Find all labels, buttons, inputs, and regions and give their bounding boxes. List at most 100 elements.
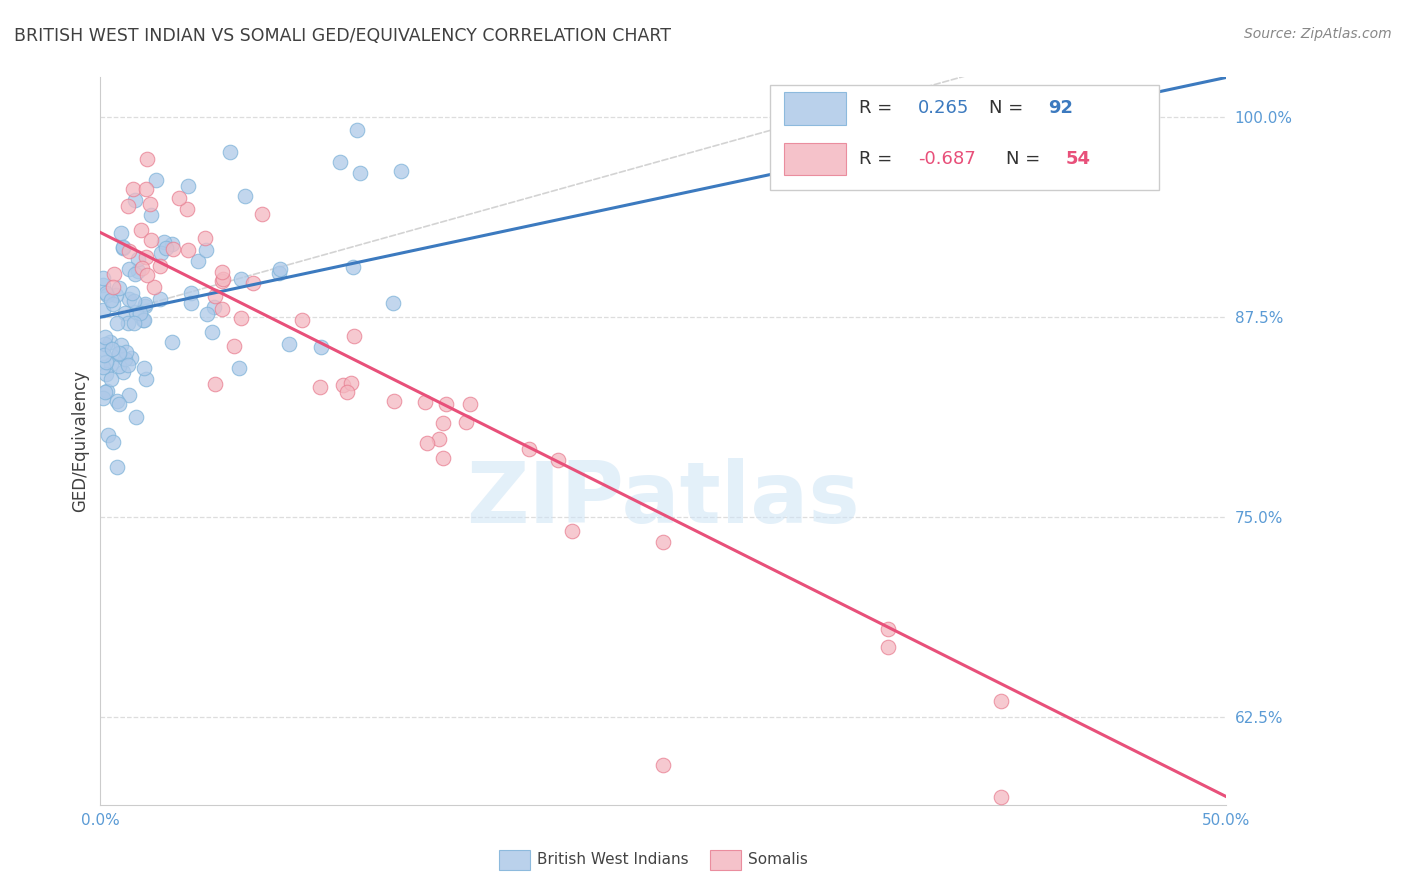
Point: [134, 297, 156, 311]
Point: [877, 622, 900, 636]
Point: [547, 452, 569, 467]
Text: R =: R =: [859, 99, 898, 118]
Point: [124, 194, 146, 208]
Point: [100, 357, 122, 371]
Point: [381, 295, 404, 310]
Point: [456, 415, 478, 429]
Point: [100, 293, 122, 307]
Point: [349, 166, 371, 180]
Point: [195, 243, 218, 257]
Point: [145, 173, 167, 187]
Point: [343, 329, 366, 343]
Y-axis label: GED/Equivalency: GED/Equivalency: [72, 370, 89, 512]
Point: [141, 208, 163, 222]
Point: [122, 182, 145, 196]
Point: [131, 313, 153, 327]
Point: [91, 359, 114, 374]
Point: [332, 378, 354, 392]
Point: [127, 252, 149, 267]
Point: [103, 297, 125, 311]
Point: [122, 294, 145, 309]
Point: [180, 285, 202, 300]
Point: [101, 434, 124, 449]
Point: [211, 274, 233, 288]
Point: [278, 337, 301, 351]
Point: [132, 313, 155, 327]
Point: [233, 189, 256, 203]
Point: [91, 302, 114, 317]
Point: [458, 396, 481, 410]
Point: [211, 302, 233, 317]
Point: [94, 286, 117, 301]
Point: [91, 342, 114, 356]
Point: [517, 442, 540, 456]
Text: 0.265: 0.265: [918, 99, 969, 118]
Point: [131, 261, 153, 276]
Point: [91, 391, 114, 405]
Point: [108, 347, 131, 361]
Point: [309, 339, 332, 353]
Point: [108, 281, 131, 295]
Point: [269, 261, 291, 276]
Point: [121, 286, 143, 301]
Point: [105, 316, 128, 330]
Point: [94, 385, 117, 400]
Point: [204, 289, 226, 303]
Point: [212, 272, 235, 286]
Point: [167, 191, 190, 205]
Point: [242, 276, 264, 290]
Point: [219, 145, 242, 159]
Point: [136, 152, 159, 166]
Point: [177, 243, 200, 257]
Point: [149, 292, 172, 306]
Point: [122, 317, 145, 331]
Point: [160, 334, 183, 349]
Point: [250, 207, 273, 221]
Point: [150, 246, 173, 260]
Point: [432, 417, 454, 431]
Point: [162, 242, 184, 256]
Point: [125, 305, 148, 319]
Point: [118, 388, 141, 402]
Text: British West Indians: British West Indians: [537, 853, 689, 867]
Point: [132, 361, 155, 376]
Point: [155, 240, 177, 254]
Point: [93, 278, 115, 293]
Point: [117, 199, 139, 213]
Text: N =: N =: [988, 99, 1029, 118]
Point: [176, 202, 198, 217]
Point: [100, 372, 122, 386]
Point: [97, 427, 120, 442]
Text: N =: N =: [1005, 150, 1046, 168]
Point: [94, 330, 117, 344]
Point: [389, 164, 412, 178]
Point: [101, 279, 124, 293]
Point: [124, 267, 146, 281]
Point: [129, 223, 152, 237]
Point: [134, 299, 156, 313]
Point: [269, 266, 291, 280]
FancyBboxPatch shape: [783, 92, 845, 125]
Point: [112, 240, 135, 254]
Point: [194, 231, 217, 245]
Point: [177, 179, 200, 194]
Point: [112, 241, 135, 255]
Point: [291, 312, 314, 326]
Point: [110, 338, 132, 352]
Point: [139, 197, 162, 211]
Point: [107, 397, 129, 411]
Text: Somalis: Somalis: [748, 853, 808, 867]
Point: [652, 757, 675, 772]
Point: [229, 311, 252, 326]
Point: [96, 287, 118, 301]
Point: [432, 450, 454, 465]
Point: [124, 410, 146, 425]
Point: [342, 260, 364, 274]
Text: 54: 54: [1066, 150, 1090, 168]
Point: [135, 372, 157, 386]
Point: [434, 397, 457, 411]
Point: [382, 394, 405, 409]
Point: [160, 236, 183, 251]
Point: [135, 251, 157, 265]
Point: [990, 694, 1012, 708]
